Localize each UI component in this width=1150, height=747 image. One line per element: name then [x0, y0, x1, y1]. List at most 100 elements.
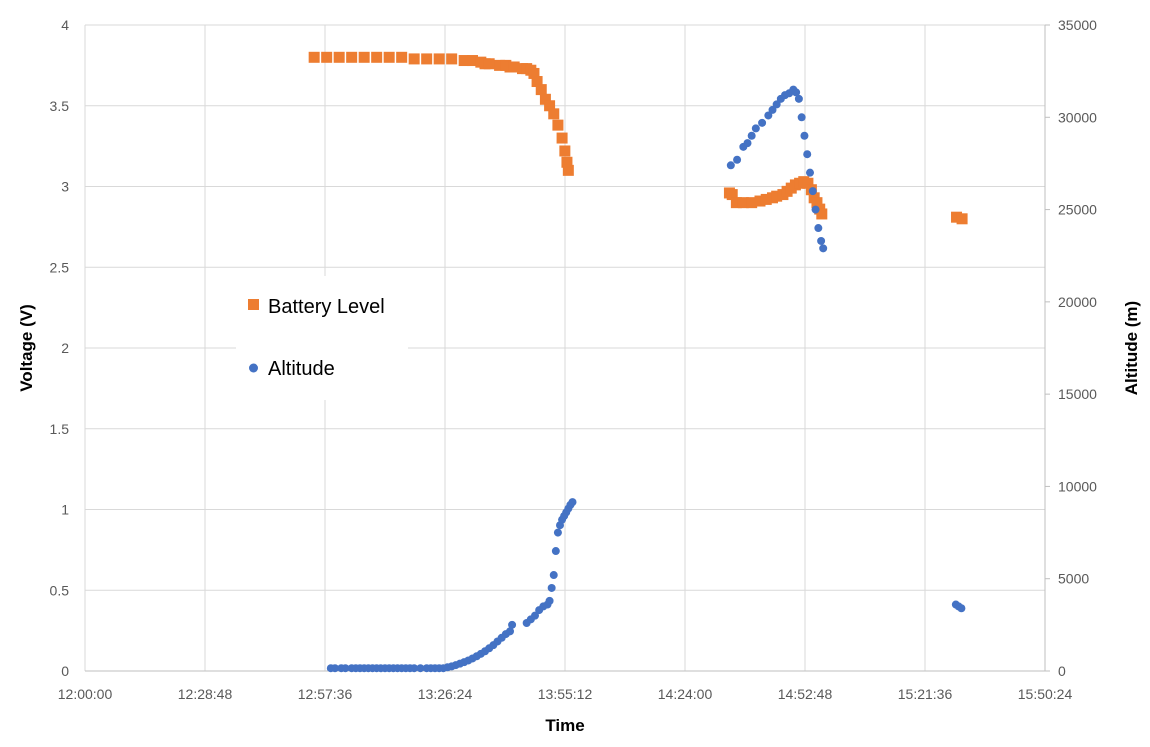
point-battery-level — [528, 67, 540, 79]
x-tick-label: 13:55:12 — [538, 686, 593, 702]
point-altitude — [808, 187, 817, 196]
chart-marks — [308, 51, 968, 673]
point-altitude — [547, 583, 556, 592]
point-altitude — [743, 139, 752, 148]
point-battery-level — [559, 145, 571, 157]
y-right-tick-label: 35000 — [1058, 17, 1097, 33]
point-battery-level — [508, 61, 520, 73]
point-battery-level — [308, 51, 320, 63]
point-altitude — [758, 118, 767, 127]
y-left-tick-label: 0 — [61, 663, 69, 679]
point-battery-level — [539, 93, 551, 105]
point-battery-level — [544, 100, 556, 112]
point-battery-level — [483, 58, 495, 70]
point-altitude — [772, 100, 781, 109]
point-battery-level — [562, 164, 574, 176]
point-altitude — [819, 244, 828, 253]
point-battery-level — [548, 108, 560, 120]
point-battery-level — [811, 197, 823, 209]
point-battery-level — [754, 195, 766, 207]
point-battery-level — [333, 51, 345, 63]
point-battery-level — [951, 211, 963, 223]
point-battery-level — [396, 51, 408, 63]
point-battery-level — [552, 119, 564, 131]
x-axis-title: Time — [545, 716, 584, 735]
point-battery-level — [371, 51, 383, 63]
point-battery-level — [383, 51, 395, 63]
y-left-tick-label: 1 — [61, 502, 69, 518]
x-tick-label: 15:50:24 — [1018, 686, 1073, 702]
chart-tick-labels: 0 0.5 1 1.5 2 2.5 3 3.5 4 12:00:00 12:28:48 12:57:3… — [50, 17, 1098, 702]
legend-marker-altitude — [249, 363, 258, 373]
point-altitude — [410, 664, 419, 673]
point-battery-level — [956, 213, 968, 225]
point-altitude — [341, 664, 350, 673]
point-battery-level — [535, 84, 547, 96]
point-battery-level — [494, 59, 506, 71]
y-left-tick-label: 4 — [61, 17, 69, 33]
point-battery-level — [458, 55, 470, 67]
y-right-tick-label: 10000 — [1058, 478, 1097, 494]
point-altitude — [806, 168, 814, 177]
point-altitude — [568, 498, 577, 507]
y-left-tick-label: 1.5 — [50, 421, 70, 437]
point-battery-level — [433, 53, 445, 65]
y-axis-right-title: Altitude (m) — [1122, 301, 1141, 395]
x-tick-label: 14:52:48 — [778, 686, 833, 702]
legend-background — [236, 276, 408, 400]
y-left-tick-label: 2.5 — [50, 259, 70, 275]
point-battery-level — [730, 197, 742, 209]
point-altitude — [733, 155, 742, 164]
point-battery-level — [737, 197, 749, 209]
point-altitude — [506, 627, 514, 636]
point-altitude — [331, 664, 339, 673]
y-right-tick-label: 15000 — [1058, 386, 1097, 402]
legend-label-battery-level: Battery Level — [268, 296, 385, 318]
point-altitude — [551, 547, 560, 556]
legend-label-altitude: Altitude — [268, 358, 335, 380]
y-right-tick-label: 30000 — [1058, 109, 1097, 125]
point-altitude — [811, 205, 820, 214]
point-altitude — [545, 596, 554, 605]
y-left-tick-label: 0.5 — [50, 582, 70, 598]
point-altitude — [794, 94, 803, 103]
point-battery-level — [556, 132, 568, 144]
point-battery-level — [771, 190, 783, 202]
point-battery-level — [802, 177, 814, 189]
y-right-tick-label: 0 — [1058, 663, 1066, 679]
x-tick-label: 12:00:00 — [58, 686, 113, 702]
point-altitude — [747, 131, 756, 140]
y-left-tick-label: 3.5 — [50, 98, 70, 114]
point-altitude — [553, 528, 562, 537]
point-altitude — [792, 88, 801, 97]
point-altitude — [726, 161, 735, 170]
point-battery-level — [816, 208, 828, 220]
point-altitude — [814, 224, 823, 233]
x-tick-label: 12:28:48 — [178, 686, 233, 702]
point-battery-level — [561, 156, 573, 168]
point-battery-level — [746, 197, 758, 209]
x-tick-label: 14:24:00 — [658, 686, 713, 702]
legend-marker-battery-level — [248, 299, 259, 310]
y-right-tick-label: 5000 — [1058, 571, 1089, 587]
point-altitude — [768, 105, 777, 114]
chart-axes — [85, 24, 1050, 672]
point-altitude — [957, 604, 966, 613]
point-altitude — [803, 150, 812, 159]
y-right-tick-label: 25000 — [1058, 202, 1097, 218]
point-battery-level — [446, 53, 458, 65]
point-battery-level — [408, 53, 420, 65]
legend: Battery Level Altitude — [236, 276, 408, 400]
point-battery-level — [760, 193, 772, 205]
point-battery-level — [358, 51, 370, 63]
x-tick-label: 15:21:36 — [898, 686, 953, 702]
point-battery-level — [531, 76, 543, 88]
y-left-tick-label: 3 — [61, 179, 69, 195]
y-right-tick-label: 20000 — [1058, 294, 1097, 310]
point-altitude — [817, 236, 826, 245]
y-left-tick-label: 2 — [61, 340, 69, 356]
point-battery-level — [346, 51, 358, 63]
point-altitude — [508, 620, 517, 629]
point-altitude — [416, 664, 425, 673]
